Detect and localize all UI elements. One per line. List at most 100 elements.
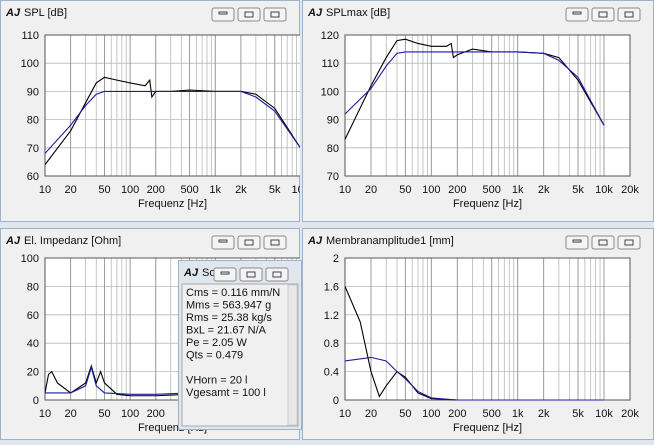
y-tick-label: 0	[33, 395, 39, 407]
x-tick-label: 10	[339, 408, 351, 420]
window-logo: AJ	[5, 235, 21, 247]
x-tick-label: 20	[365, 408, 377, 420]
parameter-line: Qts = 0.479	[186, 350, 243, 362]
maximize-button[interactable]	[239, 267, 263, 282]
series-line	[45, 365, 190, 395]
y-tick-label: 110	[21, 30, 39, 42]
x-tick-label: 20	[365, 184, 377, 196]
x-tick-label: 5k	[269, 184, 281, 196]
window-title: So	[202, 267, 215, 279]
series-line	[45, 364, 190, 397]
maximize-button-glyph	[598, 239, 608, 246]
x-tick-label: 100	[422, 184, 440, 196]
y-tick-label: 1.6	[324, 281, 339, 293]
y-tick-label: 100	[21, 253, 39, 265]
x-tick-label: 50	[399, 408, 411, 420]
plot-area	[44, 34, 300, 177]
y-tick-label: 90	[327, 115, 339, 127]
close-button-glyph	[272, 271, 282, 278]
y-tick-label: 2	[333, 253, 339, 265]
window-title: El. Impedanz [Ohm]	[24, 235, 121, 247]
window-logo: AJ	[307, 235, 323, 247]
x-tick-label: 2k	[538, 408, 550, 420]
maximize-button-glyph	[246, 271, 256, 278]
maximize-button[interactable]	[591, 235, 615, 250]
x-tick-label: 1k	[209, 184, 221, 196]
parameter-line: Pe = 2.05 W	[186, 337, 247, 349]
x-tick-label: 200	[448, 408, 466, 420]
y-tick-label: 110	[321, 58, 339, 70]
maximize-button-glyph	[244, 11, 254, 18]
x-tick-label: 2k	[538, 184, 550, 196]
x-tick-label: 100	[121, 408, 139, 420]
plot-border	[44, 34, 300, 177]
y-tick-label: 120	[321, 30, 339, 42]
x-tick-label: 50	[399, 184, 411, 196]
maximize-button[interactable]	[237, 7, 261, 22]
parameter-line: Mms = 563.947 g	[186, 300, 271, 312]
minimize-button-glyph	[218, 11, 228, 15]
x-tick-label: 20k	[621, 184, 639, 196]
x-tick-label: 2k	[235, 184, 247, 196]
parameter-line: Rms = 25.38 kg/s	[186, 312, 272, 324]
minimize-button-glyph	[218, 239, 228, 243]
x-tick-label: 20k	[621, 408, 639, 420]
window-logo: AJ	[307, 7, 323, 19]
y-tick-label: 40	[27, 338, 39, 350]
minimize-button-glyph	[572, 239, 582, 243]
x-axis-label: Frequenz [Hz]	[453, 422, 522, 434]
close-button-glyph	[624, 11, 634, 18]
close-button[interactable]	[617, 235, 641, 250]
y-tick-label: 0	[333, 395, 339, 407]
close-button[interactable]	[617, 7, 641, 22]
close-button[interactable]	[263, 7, 287, 22]
x-tick-label: 100	[121, 184, 139, 196]
series-line	[45, 90, 300, 154]
plot-area	[344, 257, 631, 401]
y-tick-label: 70	[27, 143, 39, 155]
text-area	[181, 283, 299, 427]
window: AJ Membranamplitude1 [mm] 0 0.4 0.8 1.2 1.6 2 10…	[302, 228, 654, 440]
parameter-line: Vgesamt = 100 l	[186, 387, 266, 399]
maximize-button[interactable]	[237, 235, 261, 250]
y-tick-label: 0.8	[324, 338, 339, 350]
window-logo: AJ	[5, 7, 21, 19]
x-tick-label: 50	[98, 408, 110, 420]
window-logo: AJ	[183, 267, 199, 279]
window-title: SPLmax [dB]	[326, 7, 390, 19]
x-tick-label: 10k	[595, 408, 613, 420]
x-axis-label: Frequenz [Hz]	[138, 198, 207, 210]
x-tick-label: 200	[147, 408, 165, 420]
close-button[interactable]	[263, 235, 287, 250]
x-tick-label: 5k	[572, 408, 584, 420]
window-title: Membranamplitude1 [mm]	[326, 235, 454, 247]
x-tick-label: 10k	[595, 184, 613, 196]
scrollbar	[287, 284, 298, 426]
y-tick-label: 60	[27, 171, 39, 183]
x-tick-label: 500	[483, 184, 501, 196]
x-tick-label: 1k	[512, 184, 524, 196]
window: AJ SPL [dB] 60 70 80 90 100 110 10 20 50 100 200 500 1…	[0, 0, 300, 222]
minimize-button-glyph	[220, 271, 230, 275]
x-tick-label: 10	[39, 184, 51, 196]
parameter-line: Cms = 0.116 mm/N	[186, 287, 280, 299]
plot-area	[344, 34, 631, 177]
x-tick-label: 200	[147, 184, 165, 196]
minimize-button-glyph	[572, 11, 582, 15]
y-tick-label: 80	[27, 281, 39, 293]
x-tick-label: 50	[98, 184, 110, 196]
maximize-button-glyph	[244, 239, 254, 246]
x-tick-label: 200	[448, 184, 466, 196]
parameter-line: BxL = 21.67 N/A	[186, 325, 267, 337]
series-line	[345, 51, 605, 126]
close-button[interactable]	[265, 267, 289, 282]
x-tick-label: 10	[339, 184, 351, 196]
y-tick-label: 100	[321, 86, 339, 98]
y-tick-label: 0.4	[324, 367, 339, 379]
maximize-button[interactable]	[591, 7, 615, 22]
y-tick-label: 60	[27, 310, 39, 322]
series-line	[345, 356, 605, 401]
maximize-button-glyph	[598, 11, 608, 18]
